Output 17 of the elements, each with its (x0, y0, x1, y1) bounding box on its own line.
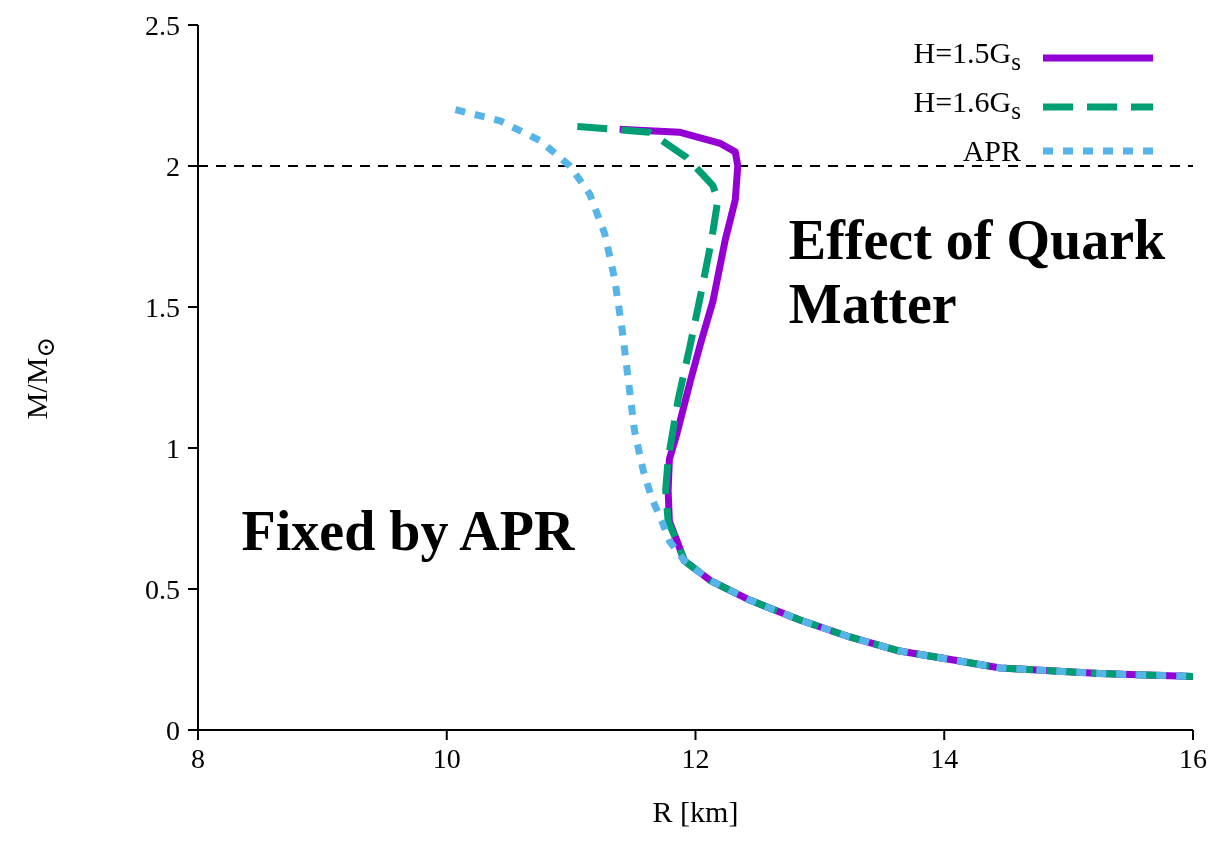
annotation: Effect of Quark Matter (788, 208, 1167, 337)
annotation: Fixed by APR (241, 498, 576, 563)
legend-label: H=1.6G$_{s}$ (913, 85, 1021, 124)
legend-label: APR (962, 134, 1021, 167)
y-tick-label: 2.5 (145, 9, 180, 41)
x-tick-label: 12 (681, 742, 710, 774)
legend-label: H=1.5G$_{s}$ (913, 36, 1021, 75)
x-tick-label: 10 (432, 742, 461, 774)
y-tick-label: 0.5 (145, 573, 180, 605)
y-tick-label: 1.5 (145, 291, 180, 323)
x-axis-title: R [km] (652, 795, 739, 828)
y-tick-label: 2 (166, 150, 180, 182)
x-tick-label: 8 (191, 742, 205, 774)
y-tick-label: 0 (166, 714, 180, 746)
x-tick-label: 14 (930, 742, 959, 774)
y-tick-label: 1 (166, 432, 180, 464)
x-tick-label: 16 (1179, 742, 1207, 774)
